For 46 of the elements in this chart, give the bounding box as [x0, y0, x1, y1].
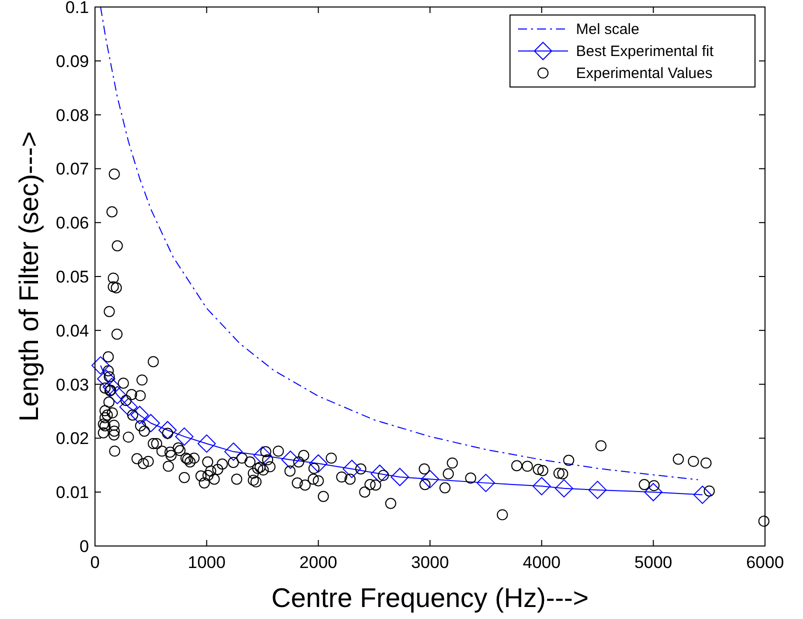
- point: [175, 427, 194, 446]
- y-tick-label: 0.08: [56, 106, 89, 125]
- point: [102, 378, 121, 396]
- x-tick-label: 1000: [188, 553, 226, 572]
- point: [198, 434, 216, 453]
- legend-label: Best Experimental fit: [576, 43, 714, 60]
- y-tick-label: 0.07: [56, 160, 89, 179]
- x-tick-label: 6000: [746, 553, 784, 572]
- point: [644, 482, 662, 502]
- point: [554, 479, 574, 498]
- point: [97, 370, 116, 388]
- point: [420, 470, 440, 488]
- x-tick-label: 3000: [411, 553, 449, 572]
- x-axis-title: Centre Frequency (Hz)--->: [271, 583, 589, 613]
- y-tick-label: 0.06: [56, 214, 89, 233]
- point: [142, 414, 160, 432]
- legend-label: Experimental Values: [576, 65, 712, 82]
- point: [532, 477, 551, 496]
- point: [253, 446, 272, 465]
- point: [390, 468, 409, 486]
- y-tick-label: 0.03: [56, 375, 89, 394]
- y-axis-title: Length of Filter (sec)--->: [14, 131, 44, 422]
- legend-label: Mel scale: [576, 21, 640, 38]
- y-tick-label: 0.09: [56, 52, 89, 71]
- point: [693, 486, 712, 504]
- point: [476, 474, 495, 492]
- point: [309, 454, 328, 473]
- point: [224, 442, 243, 461]
- x-tick-label: 2000: [299, 553, 338, 572]
- point: [108, 386, 126, 404]
- x-tick-label: 4000: [522, 553, 561, 572]
- point: [281, 450, 300, 469]
- y-tick-label: 0.1: [65, 0, 89, 17]
- point: [158, 420, 177, 440]
- point: [588, 480, 607, 500]
- y-tick-label: 0: [80, 537, 89, 556]
- x-tick-label: 5000: [634, 553, 672, 572]
- y-tick-label: 0.04: [56, 321, 89, 340]
- point: [342, 460, 361, 478]
- y-tick-label: 0.05: [56, 268, 89, 286]
- y-tick-label: 0.01: [56, 483, 89, 502]
- y-tick-label: 0.02: [56, 429, 89, 448]
- point: [119, 398, 138, 416]
- point: [91, 356, 110, 375]
- point: [370, 464, 389, 483]
- point: [130, 406, 149, 424]
